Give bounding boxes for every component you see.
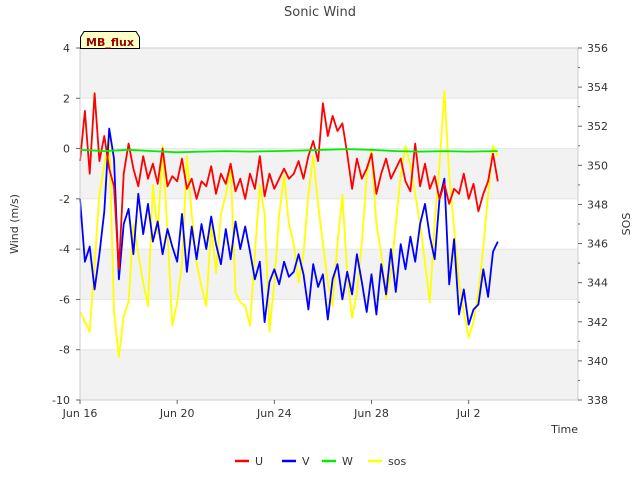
y2-tick-label: 348: [587, 198, 608, 211]
badge-shape: [80, 31, 140, 49]
legend-label-w: W: [342, 455, 353, 468]
y2-tick-label: 342: [587, 316, 608, 329]
series-line-sos: [79, 90, 499, 358]
gridlines: [80, 47, 578, 401]
series-layer: [79, 90, 499, 358]
band-3: [80, 349, 578, 400]
y-tick-label: 4: [63, 42, 70, 55]
x-axis-label: Time: [550, 423, 578, 436]
y2-tick-label: 354: [587, 81, 608, 94]
y2-tick-label: 344: [587, 277, 608, 290]
chart-title: Sonic Wind: [284, 5, 356, 20]
y-tick-label: 2: [63, 92, 70, 105]
y2-tick-label: 350: [587, 159, 608, 172]
legend-label-sos: sos: [388, 455, 406, 468]
mb-flux-badge: MB_flux: [80, 31, 140, 49]
y-tick-label: -10: [52, 394, 70, 407]
y-tick-label: 0: [63, 143, 70, 156]
badge-label: MB_flux: [86, 36, 134, 49]
x-tick-label: Jun 20: [159, 407, 195, 420]
y-tick-label: -8: [59, 344, 70, 357]
series-line-w: [79, 148, 498, 154]
y2-tick-label: 338: [587, 394, 608, 407]
x-tick-label: Jul 2: [456, 407, 481, 420]
y-tick-label: -6: [59, 293, 70, 306]
y-axis-label: Wind (m/s): [8, 194, 21, 254]
legend-label-u: U: [255, 455, 263, 468]
y-tick-label: -4: [59, 243, 70, 256]
y2-tick-label: 352: [587, 120, 608, 133]
legend-label-v: V: [302, 455, 310, 468]
bottom-axis: Jun 16 Jun 20 Jun 24 Jun 28 Jul 2: [62, 400, 481, 420]
y2-axis-label: SOS: [620, 213, 633, 236]
left-axis: 4 2 0 -2 -4 -6 -8 -10: [52, 42, 80, 407]
right-axis: 356 354 352 350 348 346 344 342 340 338: [578, 42, 608, 407]
series-line-v: [79, 127, 499, 326]
y2-tick-label: 346: [587, 238, 608, 251]
background-bands: [80, 48, 578, 400]
x-tick-label: Jun 24: [256, 407, 292, 420]
series-line-u: [79, 92, 499, 271]
band-0: [80, 48, 578, 99]
y-tick-label: -2: [59, 193, 70, 206]
x-tick-label: Jun 28: [353, 407, 389, 420]
y2-tick-label: 356: [587, 42, 608, 55]
y2-tick-label: 340: [587, 355, 608, 368]
plot-frame: [79, 47, 579, 401]
x-tick-label: Jun 16: [62, 407, 98, 420]
